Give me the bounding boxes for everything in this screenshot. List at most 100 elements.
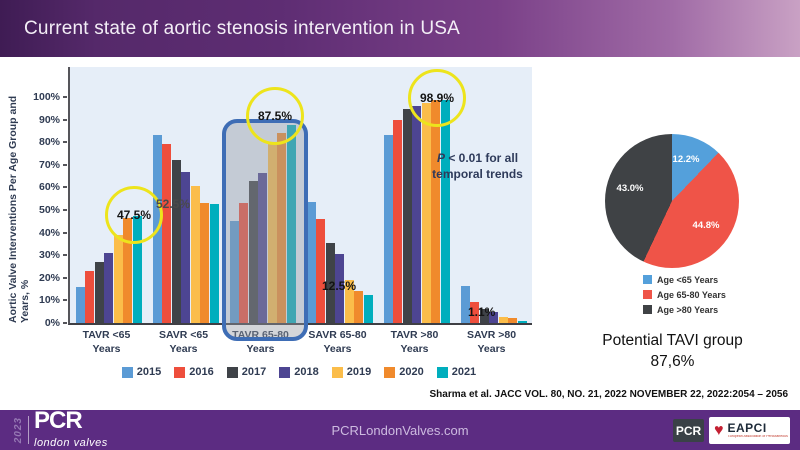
annotation-tavr-gt80: 98.9%	[419, 91, 455, 105]
pie-caption-line1: Potential TAVI group	[602, 332, 743, 349]
pie-legend-label-lt65: Age <65 Years	[657, 274, 719, 285]
legend-item-2017: 2017	[226, 366, 267, 378]
bar-2017-group1	[171, 160, 181, 323]
bar-2017-group2	[248, 180, 258, 323]
legend-swatch	[436, 366, 448, 378]
y-tick-mark	[63, 276, 67, 279]
p-value-note: P < 0.01 for all temporal trends	[415, 150, 540, 182]
pie-legend-label-gt80: Age >80 Years	[657, 304, 719, 315]
pie-legend-item: Age 65-80 Years	[643, 287, 726, 302]
pie-chart	[605, 134, 739, 268]
bar-2017-group5	[479, 309, 489, 323]
bar-2016-group5	[470, 301, 479, 323]
pcr-badge: PCR	[673, 419, 704, 442]
y-tick-mark	[63, 299, 67, 302]
annotation-tavr-6580: 87.5%	[257, 109, 293, 123]
pie-label-6580: 44.8%	[692, 220, 720, 231]
bar-2021-group2	[286, 125, 296, 323]
bar-2017-group4	[402, 109, 412, 323]
legend-label: 2017	[241, 366, 267, 378]
x-axis-label: TAVR <65 Years	[82, 329, 131, 355]
y-tick-mark	[63, 96, 67, 98]
x-axis-label: TAVR >80 Years	[390, 329, 439, 355]
legend-item-2018: 2018	[279, 366, 319, 378]
p-rest: < 0.01 for all	[444, 151, 519, 165]
legend-label: 2018	[294, 366, 319, 378]
x-axis-label: SAVR <65 Years	[158, 329, 209, 355]
bar-2017-group3	[325, 242, 335, 323]
pie-legend-swatch-lt65	[643, 275, 652, 284]
heart-icon: ♥	[714, 421, 724, 439]
x-axis-label: SAVR >80 Years	[466, 329, 517, 355]
eapci-subtitle: European Association of Percutaneous Car…	[727, 435, 788, 439]
bar-2018-group3	[335, 254, 344, 323]
annotation-savr-lt65: 52.5%	[156, 197, 191, 211]
eapci-logo-text: EAPCI	[727, 421, 767, 436]
footer-band	[0, 410, 800, 450]
annotation-tavr-lt65: 47.5%	[116, 208, 152, 222]
y-tick-mark	[63, 231, 67, 234]
pie-legend-item: Age >80 Years	[643, 302, 726, 317]
legend-label: 2020	[399, 366, 424, 378]
y-tick-mark	[63, 141, 67, 144]
bar-2015-group2	[229, 221, 239, 323]
bar-2015-group3	[306, 202, 316, 323]
footer-url[interactable]: PCRLondonValves.com	[331, 422, 469, 438]
bar-2018-group1	[181, 171, 190, 323]
bar-2019-group3	[344, 280, 354, 323]
y-tick-mark	[63, 254, 67, 257]
pcr-logo-text: PCR	[34, 406, 83, 434]
y-tick-label: 30%	[38, 249, 60, 262]
y-tick-label: 90%	[38, 113, 60, 126]
pie-legend-label-6580: Age 65-80 Years	[657, 289, 726, 300]
p-symbol: P	[436, 151, 445, 165]
y-tick-mark	[63, 118, 67, 121]
bar-2020-group3	[354, 291, 363, 323]
p-line2: temporal trends	[432, 167, 523, 182]
bar-2016-group2	[239, 203, 248, 323]
y-tick-label: 80%	[38, 136, 60, 149]
y-axis-title: Aortic Valve Interventions Per Age Group…	[7, 95, 31, 323]
y-tick-label: 10%	[38, 294, 60, 307]
eapci-logo: ♥ EAPCI European Association of Percutan…	[709, 417, 790, 444]
bar-2020-group0	[123, 217, 132, 323]
y-tick-mark	[63, 163, 67, 166]
x-axis-label: SAVR 65-80 Years	[308, 329, 367, 355]
bar-2021-group0	[132, 215, 142, 323]
bar-2020-group2	[277, 133, 286, 323]
legend-item-2016: 2016	[174, 366, 214, 378]
pie-label-lt65: 12.2%	[672, 154, 700, 165]
logo-divider	[28, 416, 29, 444]
callout-circle-98: 98.9%	[408, 69, 466, 127]
bar-2018-group4	[412, 106, 421, 323]
bar-2021-group3	[363, 294, 373, 323]
legend-item-2020: 2020	[384, 366, 424, 378]
y-tick-mark	[63, 209, 67, 211]
legend-label: 2015	[136, 366, 162, 378]
legend-swatch	[279, 366, 291, 378]
legend-label: 2019	[346, 366, 372, 378]
pie-caption: Potential TAVI group 87,6%	[585, 331, 760, 373]
bar-chart-legend: 2015 2016 2017 2018 2019 2020 2021	[68, 366, 530, 378]
y-tick-mark	[63, 322, 67, 324]
bar-2018-group2	[258, 172, 267, 323]
bar-2019-group5	[498, 317, 508, 323]
london-valves-label: london valves	[34, 436, 108, 449]
bar-2019-group1	[190, 186, 200, 323]
bar-2019-group0	[113, 234, 123, 323]
pie-legend-item: Age <65 Years	[643, 272, 726, 287]
bar-2020-group1	[200, 203, 209, 323]
pie-legend-swatch-6580	[643, 290, 652, 299]
legend-label: 2021	[451, 366, 477, 378]
y-tick-label: 70%	[38, 158, 60, 171]
legend-swatch	[174, 366, 186, 378]
y-tick-label: 60%	[38, 181, 60, 194]
legend-item-2019: 2019	[331, 366, 372, 378]
bar-2016-group3	[316, 219, 325, 323]
y-tick-label: 0%	[44, 317, 60, 329]
page-title: Current state of aortic stenosis interve…	[24, 18, 460, 39]
bar-2018-group5	[489, 311, 498, 323]
legend-item-2015: 2015	[121, 366, 162, 378]
bar-2016-group0	[85, 271, 94, 323]
